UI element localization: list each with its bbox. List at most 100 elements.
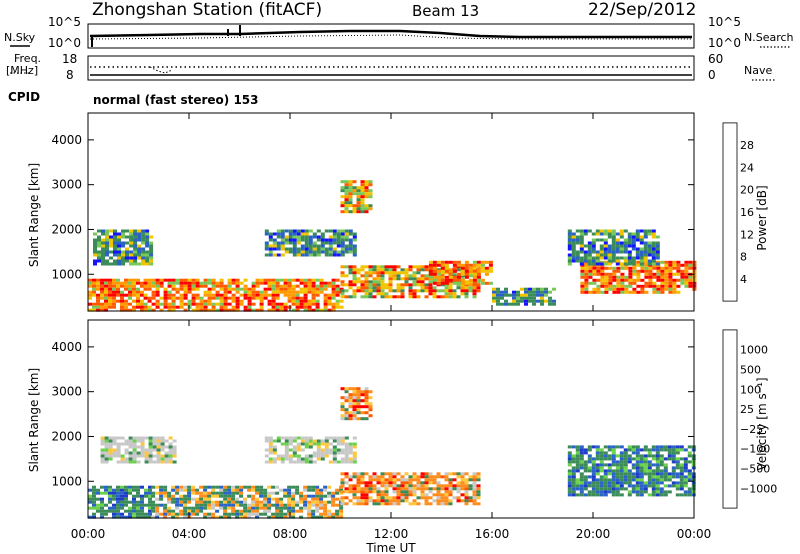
echo-cell — [668, 272, 673, 276]
echo-cell — [207, 491, 212, 495]
echo-cell — [588, 275, 593, 279]
echo-cell — [128, 491, 132, 495]
echo-cell — [400, 268, 405, 272]
echo-cell — [380, 490, 385, 494]
echo-cell — [312, 439, 317, 443]
echo-cell — [352, 390, 357, 394]
echo-cell — [109, 238, 113, 242]
echo-cell — [472, 502, 477, 506]
echo-cell — [619, 256, 624, 260]
echo-cell — [235, 296, 240, 300]
echo-cell — [255, 278, 260, 282]
echo-cell — [323, 506, 328, 510]
echo-cell — [292, 244, 297, 248]
echo-cell — [587, 475, 592, 479]
echo-cell — [611, 259, 616, 263]
echo-cell — [120, 308, 124, 312]
echo-cell — [567, 463, 572, 467]
echo-cell — [671, 481, 676, 485]
echo-cell — [340, 210, 345, 214]
echo-cell — [132, 500, 136, 504]
echo-cell — [143, 284, 148, 288]
echo-cell — [203, 494, 208, 498]
echo-cell — [428, 289, 433, 293]
echo-cell — [195, 506, 200, 510]
echo-cell — [623, 229, 628, 233]
echo-cell — [604, 287, 609, 291]
echo-cell — [247, 503, 252, 507]
echo-cell — [319, 284, 324, 288]
echo-cell — [93, 247, 97, 251]
echo-cell — [368, 265, 373, 269]
echo-cell — [280, 253, 285, 257]
echo-cell — [151, 281, 156, 285]
echo-cell — [619, 445, 624, 449]
echo-cell — [583, 244, 588, 248]
echo-cell — [595, 481, 600, 485]
echo-cell — [268, 460, 273, 464]
echo-cell — [191, 506, 196, 510]
echo-cell — [335, 503, 340, 507]
echo-cell — [136, 460, 141, 464]
echo-cell — [231, 485, 236, 489]
echo-cell — [364, 271, 369, 275]
echo-cell — [420, 289, 425, 293]
echo-cell — [668, 263, 673, 267]
echo-cell — [128, 296, 132, 300]
echo-cell — [444, 295, 449, 299]
echo-cell — [167, 512, 172, 516]
echo-cell — [587, 256, 592, 260]
echo-cell — [643, 247, 648, 251]
echo-cell — [132, 457, 137, 461]
echo-cell — [655, 469, 660, 473]
echo-cell — [400, 493, 405, 497]
echo-cell — [456, 487, 461, 491]
echo-cell — [348, 186, 353, 190]
echo-cell — [623, 244, 628, 248]
echo-cell — [271, 290, 276, 294]
echo-cell — [671, 445, 676, 449]
echo-cell — [360, 393, 365, 397]
echo-cell — [308, 253, 313, 257]
echo-cell — [644, 281, 649, 285]
echo-cell — [400, 481, 405, 485]
echo-cell — [279, 497, 284, 501]
echo-cell — [155, 287, 160, 291]
echo-cell — [283, 278, 288, 282]
echo-cell — [384, 478, 389, 482]
echo-cell — [159, 485, 164, 489]
echo-cell — [628, 281, 633, 285]
echo-cell — [635, 457, 640, 461]
echo-cell — [619, 262, 624, 266]
echo-cell — [348, 442, 353, 446]
echo-cell — [436, 272, 441, 276]
echo-cell — [319, 503, 324, 507]
echo-cell — [191, 284, 196, 288]
echo-cell — [488, 260, 493, 264]
echo-cell — [580, 287, 585, 291]
echo-cell — [143, 293, 148, 297]
echo-cell — [464, 295, 469, 299]
echo-cell — [117, 256, 121, 260]
echo-cell — [312, 451, 317, 455]
echo-cell — [267, 500, 272, 504]
echo-cell — [368, 487, 373, 491]
echo-cell — [344, 283, 349, 287]
echo-cell — [640, 269, 645, 273]
echo-cell — [125, 229, 129, 233]
echo-cell — [96, 299, 100, 303]
echo-cell — [100, 305, 104, 309]
echo-cell — [612, 269, 617, 273]
echo-cell — [579, 256, 584, 260]
echo-cell — [619, 232, 624, 236]
echo-cell — [144, 454, 149, 458]
echo-cell — [655, 481, 660, 485]
echo-cell — [147, 278, 152, 282]
echo-cell — [124, 497, 128, 501]
echo-cell — [628, 272, 633, 276]
echo-cell — [663, 493, 668, 497]
echo-cell — [171, 293, 176, 297]
echo-cell — [243, 500, 248, 504]
echo-cell — [101, 262, 105, 266]
echo-cell — [315, 287, 320, 291]
